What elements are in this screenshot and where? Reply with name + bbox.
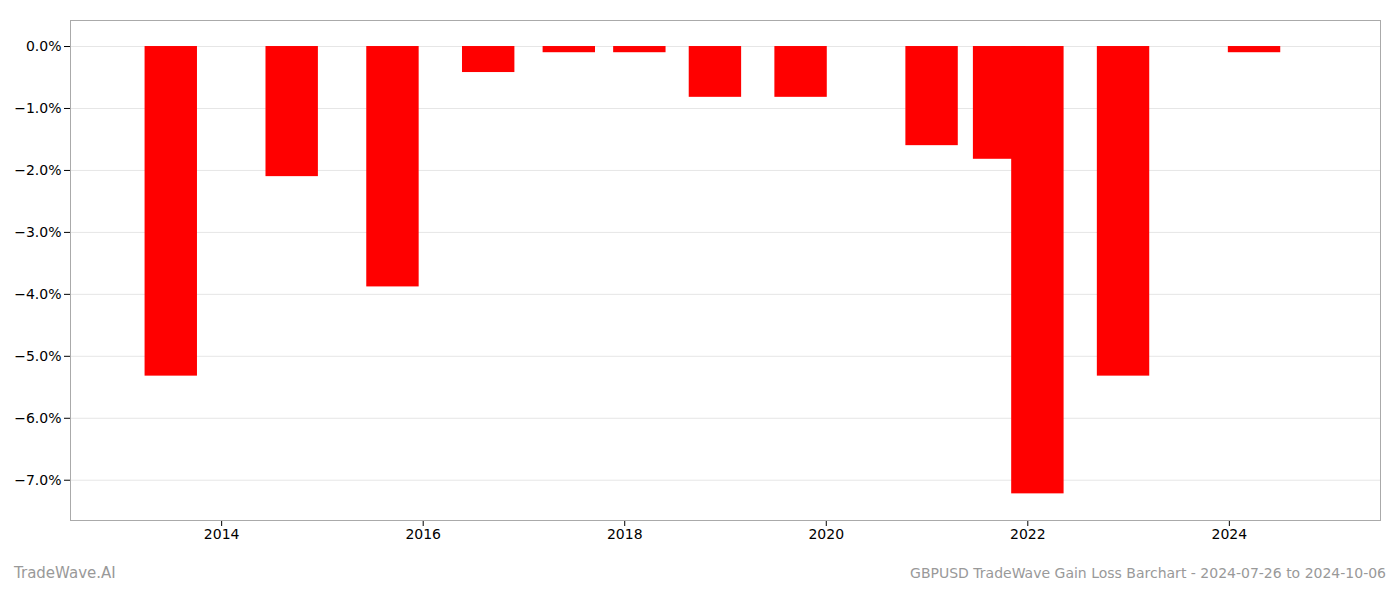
svg-text:−7.0%: −7.0% (14, 472, 61, 488)
html-text:GBPUSD TradeWave Gain Loss Bar: GBPUSD TradeWave Gain Loss Barchart - 20… (910, 565, 1386, 581)
svg-text:−6.0%: −6.0% (14, 410, 61, 426)
svg-text:2022: 2022 (1010, 526, 1046, 542)
svg-text:2016: 2016 (405, 526, 441, 542)
svg-text:2018: 2018 (607, 526, 643, 542)
svg-text:−2.0%: −2.0% (14, 162, 61, 178)
svg-text:−5.0%: −5.0% (14, 348, 61, 364)
html-text:TradeWave.AI: TradeWave.AI (14, 564, 116, 582)
svg-text:2014: 2014 (204, 526, 240, 542)
svg-text:2020: 2020 (808, 526, 844, 542)
svg-text:−1.0%: −1.0% (14, 100, 61, 116)
svg-text:−4.0%: −4.0% (14, 286, 61, 302)
svg-text:−3.0%: −3.0% (14, 224, 61, 240)
svg-text:2024: 2024 (1212, 526, 1248, 542)
svg-text:0.0%: 0.0% (26, 38, 62, 54)
